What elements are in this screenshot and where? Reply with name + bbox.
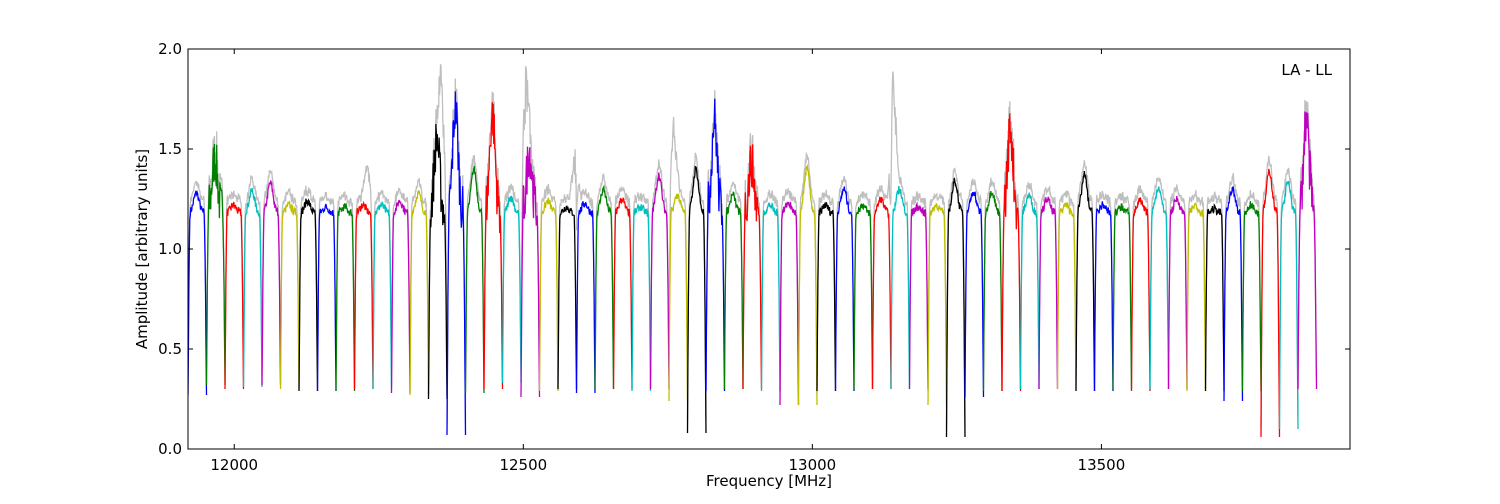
channel-series-46 (1019, 192, 1040, 390)
x-axis-label: Frequency [MHz] (706, 472, 832, 490)
channel-series-49 (1075, 171, 1096, 392)
y-tick-label: 2.0 (158, 40, 182, 58)
channel-series-51 (1112, 203, 1133, 390)
channel-series-53 (1149, 186, 1170, 390)
x-tick-label: 13000 (788, 456, 836, 474)
channel-series-22 (575, 201, 596, 394)
channel-series-58 (1241, 201, 1262, 392)
channel-series-50 (1093, 201, 1114, 392)
channel-series-30 (723, 191, 744, 390)
channel-series-20 (538, 197, 559, 392)
channel-series-13 (409, 189, 430, 396)
channel-series-57 (1223, 186, 1244, 402)
channel-series-43 (964, 191, 985, 398)
channel-series-29 (705, 98, 726, 392)
axis-ticks: 12000 12500 13000 13500 0.0 0.5 1.0 1.5 2.0 (158, 40, 1350, 474)
channel-series-44 (982, 191, 1003, 392)
channel-series-55 (1186, 202, 1207, 392)
channel-series-40 (908, 201, 929, 390)
channel-series-19 (520, 146, 541, 398)
raw-spectrum-series (188, 64, 1318, 429)
channel-series-54 (1167, 195, 1188, 390)
channel-series-39 (890, 185, 911, 390)
channel-series-36 (834, 186, 855, 392)
x-tick-label: 12500 (499, 456, 547, 474)
channel-series-34 (797, 164, 818, 406)
x-tick-label: 12000 (210, 456, 258, 474)
channel-series-24 (612, 196, 633, 390)
channel-series-16 (464, 165, 485, 394)
channel-series-52 (1130, 197, 1151, 392)
plot-background (188, 49, 1350, 449)
y-axis-label: Amplitude [arbitrary units] (133, 149, 151, 349)
channel-series-47 (1038, 196, 1059, 390)
channel-series-11 (372, 200, 393, 390)
channel-series-38 (871, 196, 892, 390)
channel-series-61 (1297, 111, 1318, 390)
channel-series-59 (1260, 168, 1281, 438)
y-tick-label: 1.0 (158, 240, 182, 258)
channel-series-9 (335, 202, 356, 392)
channel-series-32 (760, 201, 781, 392)
channel-series-8 (316, 203, 337, 392)
x-tick-label: 13500 (1078, 456, 1126, 474)
channel-series-31 (742, 144, 763, 390)
channel-series-18 (501, 195, 522, 384)
channel-series-41 (927, 202, 948, 406)
channel-series-45 (1001, 113, 1022, 392)
channel-series-60 (1278, 180, 1299, 430)
channel-series-33 (779, 201, 800, 406)
channel-series-4 (242, 187, 263, 388)
channel-series-14 (427, 123, 448, 400)
channel-series-37 (853, 202, 874, 390)
channel-series-56 (1204, 203, 1225, 392)
y-tick-label: 1.5 (158, 140, 182, 158)
channel-series-35 (816, 201, 837, 392)
channel-series-3 (224, 201, 245, 390)
channel-series-layer (188, 91, 1318, 438)
channel-series-27 (668, 193, 689, 402)
channel-series-17 (483, 102, 504, 390)
channel-series-23 (594, 184, 615, 390)
channel-series-5 (261, 180, 282, 386)
channel-series-1 (188, 189, 208, 396)
y-tick-label: 0.0 (158, 440, 182, 458)
chart-annotation: LA - LL (1281, 61, 1332, 79)
channel-series-10 (353, 200, 374, 390)
channel-series-6 (279, 200, 300, 390)
raw-spectrum-layer (188, 64, 1318, 429)
channel-series-26 (649, 172, 670, 390)
channel-series-25 (631, 203, 652, 392)
channel-series-2 (205, 143, 226, 386)
y-tick-label: 0.5 (158, 340, 182, 358)
channel-series-21 (557, 205, 578, 390)
channel-series-7 (298, 198, 319, 392)
channel-series-12 (390, 199, 411, 394)
channel-series-42 (945, 177, 966, 438)
channel-series-48 (1056, 202, 1077, 390)
channel-series-15 (446, 91, 467, 436)
channel-series-28 (686, 165, 707, 434)
